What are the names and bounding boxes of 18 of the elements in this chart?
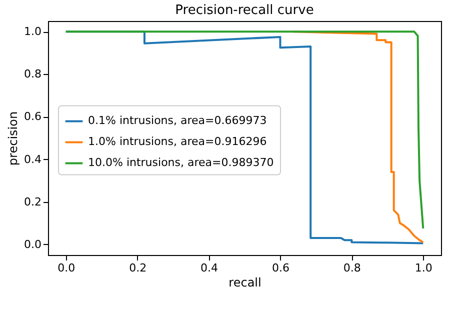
legend-label: 10.0% intrusions, area=0.989370 [88, 156, 274, 170]
chart-title: Precision-recall curve [175, 3, 314, 18]
y-tick-label: 0.0 [24, 238, 42, 251]
y-tick-label: 0.6 [24, 110, 42, 124]
y-axis-title: precision [6, 111, 20, 166]
y-tick-label: 0.4 [24, 152, 42, 166]
x-tick-label: 1.0 [414, 262, 432, 274]
legend-label: 0.1% intrusions, area=0.669973 [88, 114, 267, 128]
x-tick-label: 0.0 [58, 262, 76, 274]
x-tick-label: 0.6 [272, 262, 290, 274]
y-tick-label: 0.2 [24, 195, 42, 208]
y-tick-label: 0.8 [24, 68, 42, 81]
y-tick-label: 1.0 [24, 25, 42, 38]
legend-label: 1.0% intrusions, area=0.916296 [88, 135, 267, 148]
x-axis-title: recall [228, 276, 262, 290]
x-tick-label: 0.2 [129, 262, 147, 274]
x-tick-label: 0.4 [200, 262, 218, 274]
x-tick-label: 0.8 [343, 262, 361, 274]
